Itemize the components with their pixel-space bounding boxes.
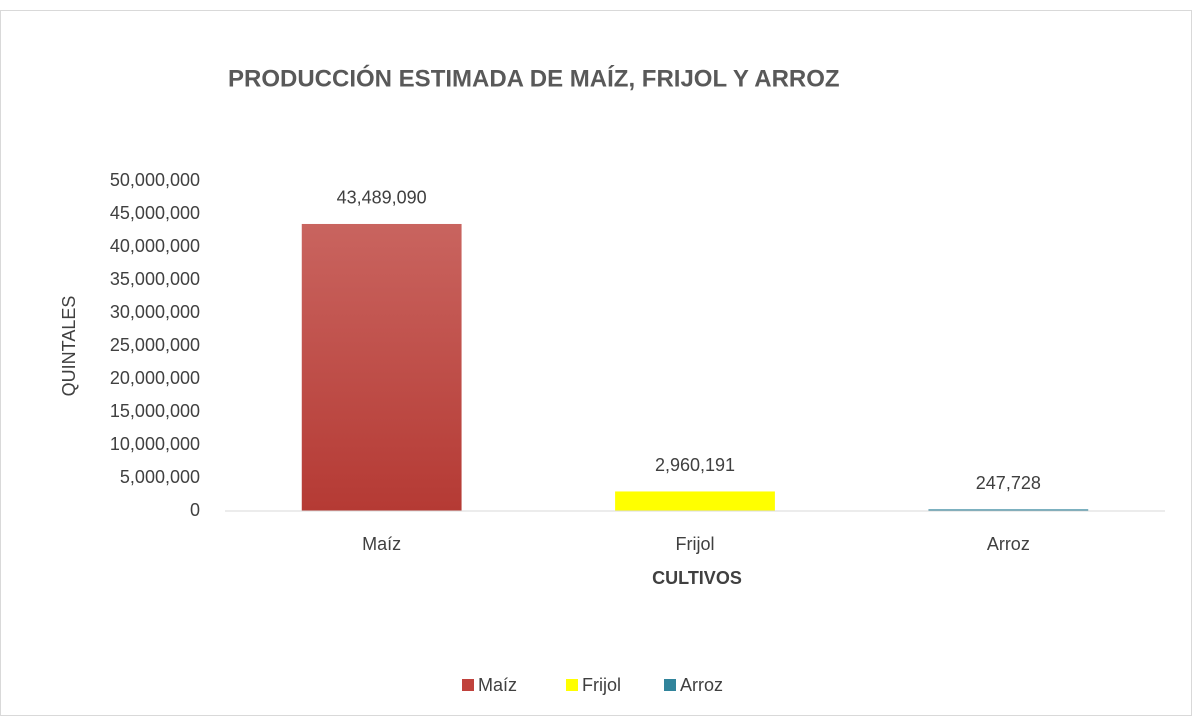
legend-label: Frijol [582,675,621,695]
bar [615,491,775,511]
x-tick-label: Frijol [676,534,715,554]
y-tick-label: 45,000,000 [110,203,200,223]
bar [301,223,462,512]
x-axis-title: CULTIVOS [652,568,742,588]
value-label: 43,489,090 [337,188,427,208]
legend-label: Maíz [478,675,517,695]
y-tick-label: 15,000,000 [110,401,200,421]
y-tick-label: 30,000,000 [110,302,200,322]
legend-swatch [566,679,578,691]
value-label: 247,728 [976,473,1041,493]
legend-swatch [462,679,474,691]
y-tick-label: 0 [190,500,200,520]
legend-label: Arroz [680,675,723,695]
legend-swatch [664,679,676,691]
y-tick-label: 10,000,000 [110,434,200,454]
y-tick-label: 25,000,000 [110,335,200,355]
chart-border [0,10,1192,716]
bar [928,509,1089,511]
y-axis-title: QUINTALES [59,296,79,397]
chart-title: PRODUCCIÓN ESTIMADA DE MAÍZ, FRIJOL Y AR… [228,64,840,92]
y-tick-label: 40,000,000 [110,236,200,256]
y-tick-label: 5,000,000 [120,467,200,487]
x-tick-label: Maíz [362,534,401,554]
value-label: 2,960,191 [655,455,735,475]
y-tick-label: 35,000,000 [110,269,200,289]
y-tick-label: 20,000,000 [110,368,200,388]
y-tick-label: 50,000,000 [110,170,200,190]
x-tick-label: Arroz [987,534,1030,554]
